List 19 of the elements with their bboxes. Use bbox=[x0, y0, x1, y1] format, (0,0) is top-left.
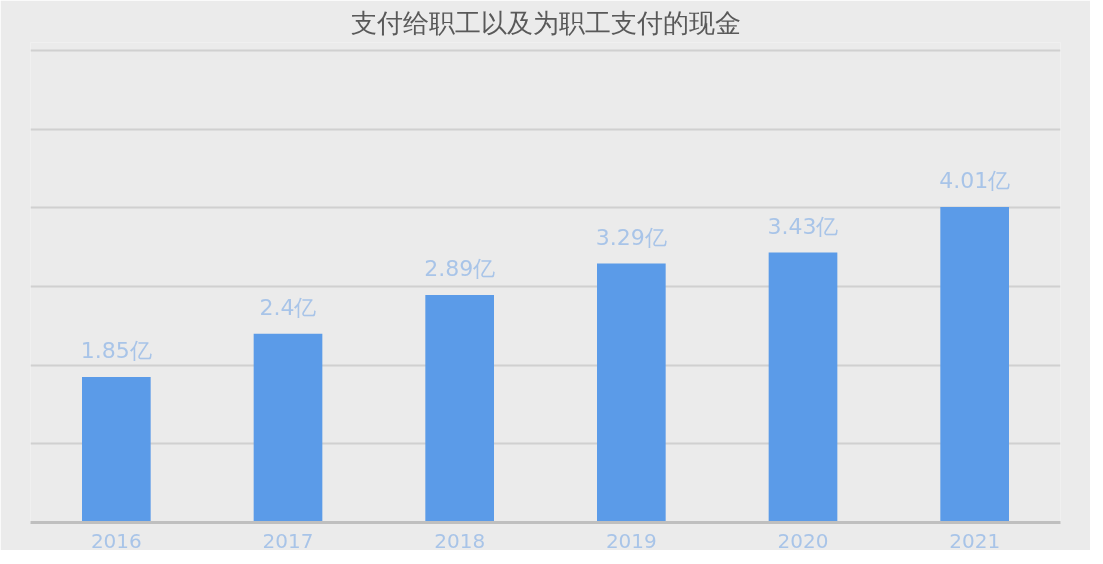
x-tick-label: 2021 bbox=[949, 528, 1001, 553]
x-tick-label: 2020 bbox=[777, 528, 829, 553]
chart-title: 支付给职工以及为职工支付的现金 bbox=[350, 7, 741, 38]
data-label: 2.89亿 bbox=[424, 256, 496, 282]
data-label: 4.01亿 bbox=[939, 167, 1011, 193]
x-tick-label: 2018 bbox=[434, 528, 486, 553]
x-tick-label: 2017 bbox=[262, 528, 314, 553]
bar bbox=[82, 376, 151, 523]
data-label: 1.85亿 bbox=[80, 337, 152, 363]
data-label: 3.43亿 bbox=[767, 213, 839, 239]
x-tick-label: 2016 bbox=[90, 528, 142, 553]
bar bbox=[768, 252, 838, 523]
x-tick-label: 2019 bbox=[605, 528, 657, 553]
bar bbox=[597, 263, 666, 523]
bar bbox=[253, 333, 323, 523]
data-label: 3.29亿 bbox=[595, 224, 667, 250]
bar bbox=[940, 206, 1009, 523]
data-label: 2.4亿 bbox=[259, 294, 317, 320]
bar bbox=[425, 295, 494, 523]
